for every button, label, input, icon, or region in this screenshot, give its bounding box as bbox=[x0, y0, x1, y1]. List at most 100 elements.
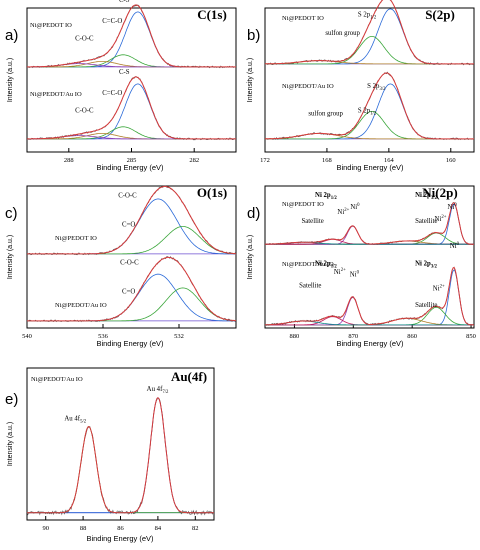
x-tick-label: 172 bbox=[260, 157, 270, 164]
y-axis-label: Intensity (a.u.) bbox=[7, 235, 14, 279]
raw-spectrum bbox=[264, 266, 475, 326]
peak-annotation: Au 4f5/2 bbox=[64, 416, 86, 425]
element-title: C(1s) bbox=[197, 7, 227, 22]
y-axis-label: Intensity (a.u.) bbox=[247, 58, 254, 102]
peak-annotation: S 2p3/2 bbox=[367, 83, 386, 92]
x-tick-label: 86 bbox=[117, 525, 124, 532]
fit-envelope bbox=[27, 185, 237, 255]
x-axis-label: Binding Energy (eV) bbox=[336, 339, 404, 348]
y-axis-label: Intensity (a.u.) bbox=[247, 235, 254, 279]
x-tick-label: 288 bbox=[64, 157, 74, 164]
peak-annotation: Ni2+ bbox=[433, 284, 445, 292]
peak-annotation: sulfon group bbox=[325, 30, 360, 37]
element-title: O(1s) bbox=[197, 185, 227, 200]
panel-o1s: 540 536 532 Binding Energy (eV) Intensity (a… bbox=[5, 185, 237, 348]
element-title: S(2p) bbox=[425, 7, 455, 22]
x-tick-label: 160 bbox=[446, 157, 456, 164]
fit-envelope bbox=[27, 397, 214, 514]
component-peak bbox=[265, 316, 474, 326]
peak-annotation: Ni 2p1/2 bbox=[315, 192, 337, 201]
peak-annotation: Satellite bbox=[299, 283, 321, 290]
panel-label: a) bbox=[5, 27, 18, 44]
component-peak bbox=[265, 269, 474, 326]
component-peak bbox=[27, 273, 236, 322]
element-title: Ni(2p) bbox=[422, 185, 457, 200]
plot-frame bbox=[26, 367, 215, 521]
peak-annotation: C-O-C bbox=[118, 192, 137, 199]
peak-annotation: Ni 2p3/2 bbox=[415, 261, 437, 270]
peak-annotation: Satellite bbox=[302, 218, 324, 225]
peak-annotation: C=O bbox=[122, 288, 135, 295]
peak-annotation: Ni0 bbox=[450, 242, 460, 250]
x-axis-label: Binding Energy (eV) bbox=[336, 163, 404, 172]
y-axis-label: Intensity (a.u.) bbox=[7, 422, 14, 466]
peak-annotation: Ni2+ bbox=[334, 268, 346, 276]
panel-c1s: 288 285 282 Binding Energy (eV) Intensity (a… bbox=[5, 0, 237, 172]
x-tick-label: 84 bbox=[155, 525, 162, 532]
peak-annotation: C-O-C bbox=[75, 108, 94, 115]
x-tick-label: 860 bbox=[407, 333, 417, 340]
panel-s2p: 172 168 164 160 Binding Energy (eV) Intensity… bbox=[247, 0, 475, 172]
x-axis-label: Binding Energy (eV) bbox=[86, 534, 154, 543]
panel-label: d) bbox=[247, 205, 260, 222]
peak-annotation: Au 4f7/2 bbox=[147, 386, 169, 395]
fit-envelope bbox=[27, 4, 236, 68]
peak-annotation: Ni2+ bbox=[337, 208, 349, 216]
peak-annotation: C-O-C bbox=[75, 36, 94, 43]
plot-frame bbox=[264, 185, 475, 329]
sample-label: Ni@PEDOT/Au IO bbox=[55, 302, 107, 309]
panel-label: e) bbox=[5, 391, 18, 408]
x-tick-label: 82 bbox=[192, 525, 199, 532]
peak-annotation: S 2p1/2 bbox=[358, 12, 377, 21]
raw-spectrum bbox=[26, 397, 215, 516]
plot-frame bbox=[264, 7, 475, 153]
sample-label: Ni@PEDOT/Au IO bbox=[31, 376, 83, 383]
sample-label: Ni@PEDOT/Au IO bbox=[282, 261, 334, 268]
x-axis-label: Binding Energy (eV) bbox=[96, 339, 164, 348]
y-axis-label: Intensity (a.u.) bbox=[7, 58, 14, 102]
element-title: Au(4f) bbox=[171, 369, 207, 384]
panel-ni2p: 880 870 860 850 Binding Energy (eV) Intensity… bbox=[247, 185, 476, 348]
fit-envelope bbox=[264, 266, 474, 326]
x-tick-label: 850 bbox=[466, 333, 476, 340]
peak-annotation: C=C-O bbox=[102, 18, 122, 25]
component-peak bbox=[265, 203, 474, 245]
raw-spectrum bbox=[264, 202, 474, 246]
peak-annotation: Ni0 bbox=[448, 203, 458, 211]
component-peak bbox=[27, 426, 214, 514]
x-tick-label: 164 bbox=[384, 157, 395, 164]
x-tick-label: 536 bbox=[98, 333, 109, 340]
plot-frame bbox=[26, 185, 237, 329]
sample-label: Ni@PEDOT/Au IO bbox=[30, 91, 82, 98]
peak-annotation: C-O-C bbox=[120, 259, 139, 266]
x-tick-label: 90 bbox=[42, 525, 49, 532]
fit-envelope bbox=[265, 72, 474, 140]
sample-label: Ni@PEDOT IO bbox=[282, 201, 324, 208]
peak-annotation: C-S bbox=[119, 0, 130, 4]
peak-annotation: Ni 2p3/2 bbox=[415, 192, 437, 201]
fit-envelope bbox=[27, 76, 236, 140]
x-axis-label: Binding Energy (eV) bbox=[96, 163, 164, 172]
peak-annotation: C=C-O bbox=[102, 90, 122, 97]
fit-envelope bbox=[265, 202, 474, 245]
sample-label: Ni@PEDOT IO bbox=[55, 235, 97, 242]
x-tick-label: 88 bbox=[80, 525, 87, 532]
peak-annotation: Ni0 bbox=[350, 271, 360, 279]
fit-envelope bbox=[264, 0, 474, 65]
peak-annotation: S 2p1/2 bbox=[358, 108, 377, 117]
peak-annotation: C=O bbox=[122, 221, 135, 228]
panel-au4f: 90 88 86 84 82 Binding Energy (eV) Intensity (… bbox=[5, 367, 215, 543]
panel-label: c) bbox=[5, 205, 18, 222]
x-tick-label: 870 bbox=[348, 333, 358, 340]
x-tick-label: 540 bbox=[22, 333, 32, 340]
peak-annotation: Ni 2p1/2 bbox=[315, 261, 337, 270]
peak-annotation: Ni2+ bbox=[435, 215, 447, 223]
peak-annotation: Satellite bbox=[415, 218, 437, 225]
raw-spectrum bbox=[26, 76, 237, 141]
sample-label: Ni@PEDOT IO bbox=[282, 15, 324, 22]
x-tick-label: 282 bbox=[189, 157, 199, 164]
x-tick-label: 285 bbox=[127, 157, 137, 164]
sample-label: Ni@PEDOT/Au IO bbox=[282, 83, 334, 90]
peak-annotation: C-S bbox=[119, 69, 130, 76]
